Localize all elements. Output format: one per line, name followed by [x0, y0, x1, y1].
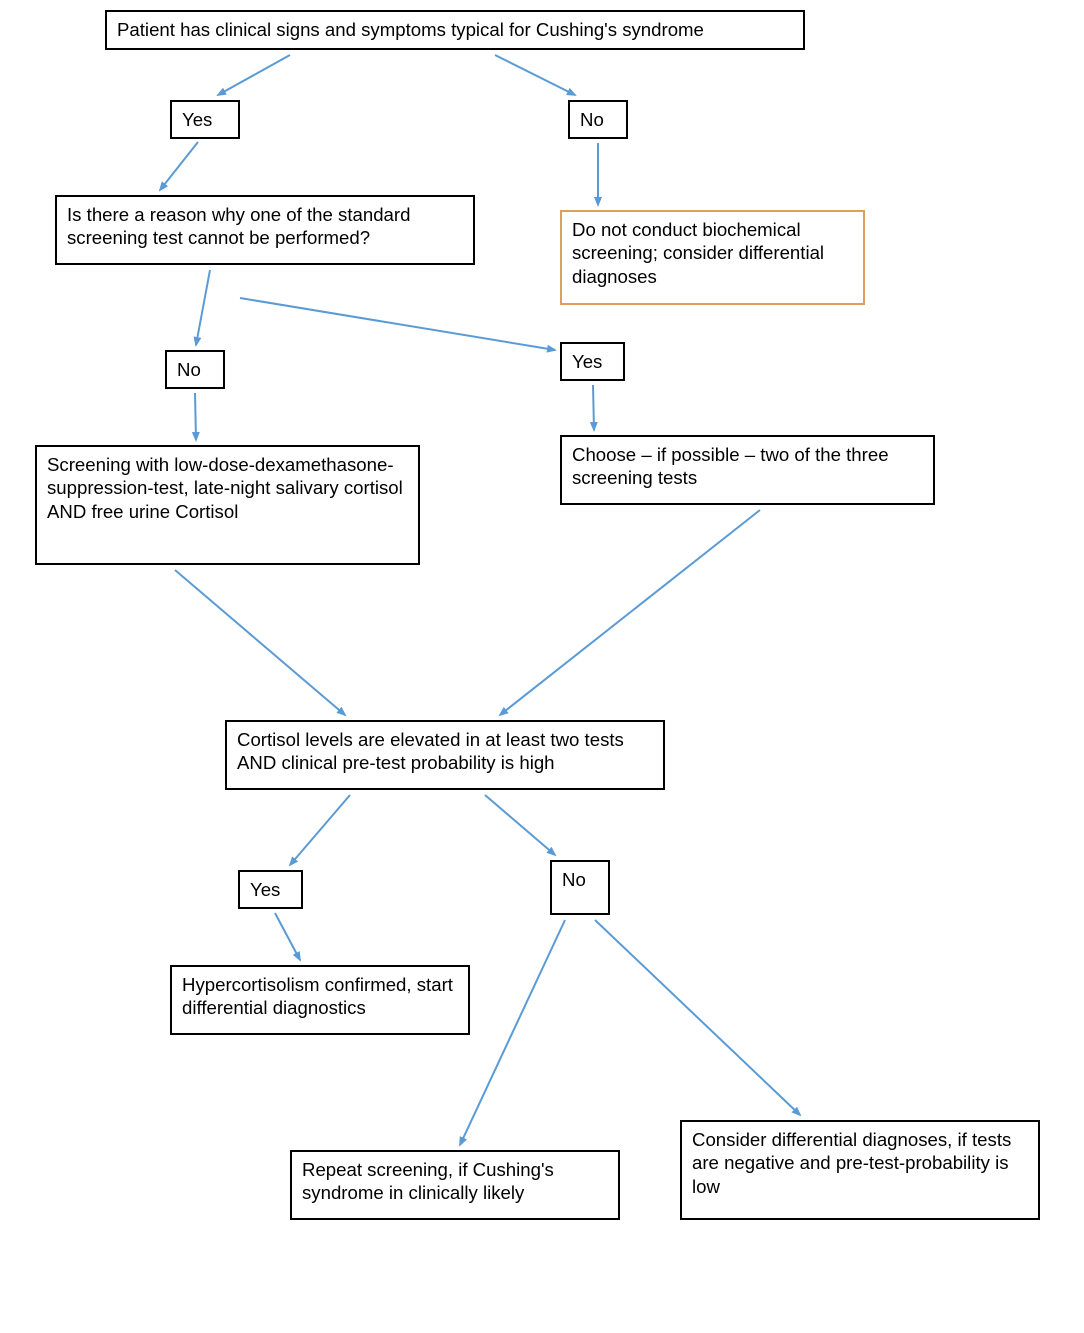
edge-reason_yes-to-choose_two [593, 385, 594, 430]
node-root-label: Patient has clinical signs and symptoms … [117, 19, 704, 40]
edge-screen_all-to-elevated [175, 570, 345, 715]
node-elev_no-label: No [562, 869, 586, 890]
node-elev_yes: Yes [238, 870, 303, 909]
node-no_screening: Do not conduct biochemical screening; co… [560, 210, 865, 305]
node-elev_yes-label: Yes [250, 879, 280, 900]
node-choose_two: Choose – if possible – two of the three … [560, 435, 935, 505]
edge-reason_no-to-screen_all [195, 393, 196, 440]
node-root_no-label: No [580, 109, 604, 130]
edge-elev_no-to-consider [595, 920, 800, 1115]
node-root_yes-label: Yes [182, 109, 212, 130]
node-elevated: Cortisol levels are elevated in at least… [225, 720, 665, 790]
edge-root-to-root_yes [218, 55, 290, 95]
node-screen_reason: Is there a reason why one of the standar… [55, 195, 475, 265]
node-confirmed-label: Hypercortisolism confirmed, start differ… [182, 974, 453, 1018]
node-choose_two-label: Choose – if possible – two of the three … [572, 444, 889, 488]
edge-elev_no-to-repeat [460, 920, 565, 1145]
edge-root-to-root_no [495, 55, 575, 95]
node-screen_all-label: Screening with low-dose-dexamethasone-su… [47, 454, 403, 522]
node-root_no: No [568, 100, 628, 139]
node-repeat-label: Repeat screening, if Cushing's syndrome … [302, 1159, 554, 1203]
edge-elev_yes-to-confirmed [275, 913, 300, 960]
node-repeat: Repeat screening, if Cushing's syndrome … [290, 1150, 620, 1220]
node-reason_no-label: No [177, 359, 201, 380]
node-root_yes: Yes [170, 100, 240, 139]
node-reason_no: No [165, 350, 225, 389]
node-confirmed: Hypercortisolism confirmed, start differ… [170, 965, 470, 1035]
edge-root_yes-to-screen_reason [160, 142, 198, 190]
node-screen_all: Screening with low-dose-dexamethasone-su… [35, 445, 420, 565]
node-elev_no: No [550, 860, 610, 915]
edge-screen_reason-to-reason_no [196, 270, 210, 345]
edge-elevated-to-elev_yes [290, 795, 350, 865]
node-consider: Consider differential diagnoses, if test… [680, 1120, 1040, 1220]
node-consider-label: Consider differential diagnoses, if test… [692, 1129, 1011, 1197]
edge-choose_two-to-elevated [500, 510, 760, 715]
flowchart-canvas: Patient has clinical signs and symptoms … [0, 0, 1084, 1333]
node-elevated-label: Cortisol levels are elevated in at least… [237, 729, 624, 773]
node-reason_yes-label: Yes [572, 351, 602, 372]
edge-screen_reason-to-reason_yes [240, 298, 555, 350]
node-screen_reason-label: Is there a reason why one of the standar… [67, 204, 410, 248]
node-root: Patient has clinical signs and symptoms … [105, 10, 805, 50]
edge-elevated-to-elev_no [485, 795, 555, 855]
node-reason_yes: Yes [560, 342, 625, 381]
node-no_screening-label: Do not conduct biochemical screening; co… [572, 219, 824, 287]
